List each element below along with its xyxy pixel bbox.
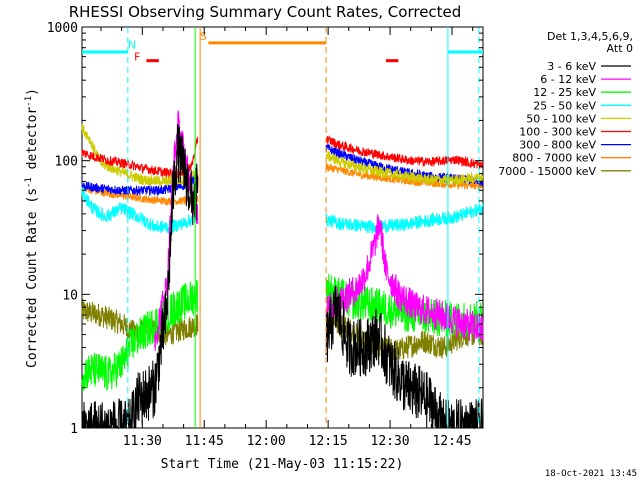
x-tick-label-0: 11:30: [123, 434, 162, 449]
y-axis-label-exp2: -1: [24, 96, 34, 107]
legend-label-s4: 25 - 50 keV: [533, 99, 596, 112]
series-s4: [81, 186, 484, 234]
flag-bars: NF S: [82, 30, 483, 64]
y-tick-label-3: 1000: [47, 21, 78, 36]
y-tick-label-1: 10: [62, 288, 78, 303]
y-axis-label-mid: detector: [25, 107, 40, 178]
flag-letter-N: N: [128, 39, 136, 52]
series-line-s7-a: [81, 172, 199, 197]
plot-area: [81, 26, 484, 429]
legend-label-s9: 7000 - 15000 keV: [498, 165, 596, 178]
x-tick-label-4: 12:30: [371, 434, 410, 449]
x-tick-label-2: 12:00: [247, 434, 286, 449]
y-axis-label-main: Corrected Count Rate (s: [25, 188, 40, 368]
y-tick-label-2: 100: [55, 155, 78, 170]
x-axis-label: Start Time (21-May-03 11:15:22): [161, 457, 404, 472]
x-tick-label-1: 11:45: [185, 434, 224, 449]
flag-letter-S: S: [200, 30, 207, 43]
y-tick-label-0: 1: [70, 422, 78, 437]
series-lines: [81, 110, 484, 430]
timestamp: 18-Oct-2021 13:45: [545, 469, 637, 479]
series-line-s2-b: [325, 214, 484, 342]
series-s5: [81, 123, 484, 187]
legend-label-s2: 6 - 12 keV: [540, 73, 596, 86]
y-axis-label: Corrected Count Rate (s-1 detector-1): [24, 88, 40, 368]
legend-label-s1: 3 - 6 keV: [547, 60, 596, 73]
chart-title: RHESSI Observing Summary Count Rates, Co…: [69, 3, 462, 21]
series-line-s4-a: [81, 186, 199, 234]
series-line-s3-a: [81, 279, 199, 392]
series-s6: [81, 134, 484, 179]
legend-label-s3: 12 - 25 keV: [533, 86, 596, 99]
series-line-s4-b: [325, 203, 484, 234]
x-tick-label-5: 12:45: [432, 434, 471, 449]
series-line-s2-a: [154, 110, 199, 352]
legend-label-s6: 100 - 300 keV: [519, 126, 596, 139]
y-axis-label-end: ): [25, 88, 40, 96]
legend-header-line1: Det 1,3,4,5,6,9,: [547, 30, 633, 43]
legend-header-line2: Att 0: [607, 42, 633, 55]
series-line-s5-b: [325, 151, 484, 187]
y-axis-label-exp1: -1: [24, 177, 34, 188]
flag-letter-F: F: [134, 51, 140, 64]
x-tick-label-3: 12:15: [309, 434, 348, 449]
legend-label-s7: 300 - 800 keV: [519, 139, 596, 152]
axes: 1 10 100 1000 11:30 11:45 12:00 12:15 12:30 12:45: [47, 21, 483, 449]
series-line-s6-b: [325, 134, 484, 169]
event-markers: [127, 27, 480, 428]
legend-label-s5: 50 - 100 keV: [526, 112, 596, 125]
series-line-s1-b: [325, 285, 484, 430]
series-s2: [154, 110, 484, 352]
legend-label-s8: 800 - 7000 keV: [512, 152, 596, 165]
